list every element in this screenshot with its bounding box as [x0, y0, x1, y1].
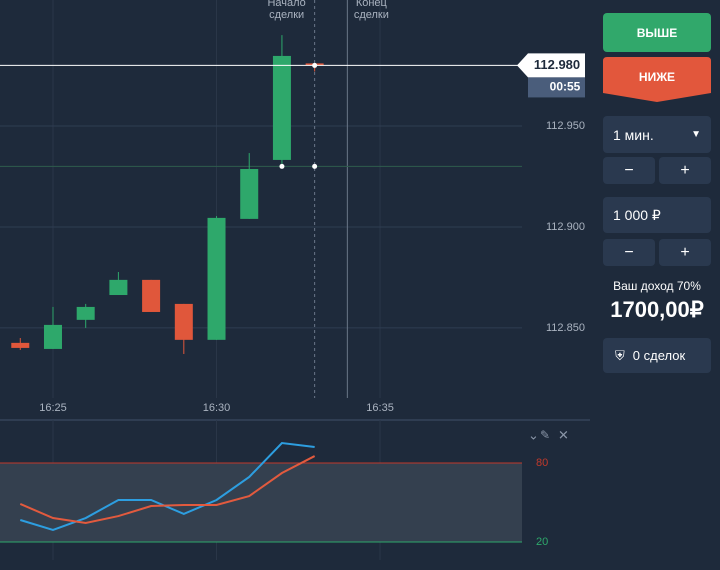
amount-minus[interactable]: −: [603, 239, 655, 266]
dropdown-arrow: ▼: [691, 129, 701, 140]
x-tick-label: 16:35: [366, 402, 394, 414]
annotation-line: сделки: [354, 9, 389, 21]
price-tag: [517, 53, 585, 78]
income-label: Ваш доход 70%: [613, 279, 701, 293]
plot-area: [0, 0, 522, 398]
candle-body: [240, 169, 259, 219]
close-icon[interactable]: ✕: [558, 427, 569, 442]
duration-minus[interactable]: −: [603, 157, 655, 184]
annotation-line: Начало: [267, 0, 305, 9]
x-tick-label: 16:25: [39, 402, 67, 414]
band: [0, 463, 522, 542]
edit-icon[interactable]: ✎: [540, 428, 550, 442]
annotation: Начало сделки: [267, 0, 305, 21]
amount-plus[interactable]: +: [659, 239, 711, 266]
x-tick-label: 16:30: [203, 402, 231, 414]
shield-icon: ⛨: [615, 347, 625, 363]
duration-plus[interactable]: +: [659, 157, 711, 184]
timer: 00:55: [550, 80, 581, 94]
y-tick-label: 112.900: [546, 221, 585, 233]
collapse-icon[interactable]: ⌄: [528, 427, 539, 442]
y-tick-label: 80: [536, 457, 548, 469]
candle-body: [174, 303, 193, 340]
y-tick-label: 20: [536, 536, 548, 548]
annotation: Конец сделки: [354, 0, 389, 21]
oscillator-line: [19, 441, 315, 532]
candle-body: [207, 217, 226, 340]
down-button-bg[interactable]: [603, 57, 711, 102]
up-button[interactable]: ВЫШЕ: [603, 13, 711, 52]
candle-body: [142, 279, 161, 312]
income-value: 1700,00₽: [610, 297, 704, 322]
down-button[interactable]: НИЖЕ: [638, 70, 676, 84]
annotation-line: Конец: [356, 0, 388, 9]
price-marker: [312, 62, 318, 68]
candle-body: [109, 279, 128, 296]
chart: ⌄ ✎ ✕ 16:25 16:30 16:35 112.850 112.900 112.9…: [0, 0, 590, 560]
deals: 0 сделок: [632, 348, 686, 363]
down-button-shape[interactable]: [603, 57, 711, 102]
amount-input[interactable]: 1 000 ₽: [603, 197, 711, 233]
candle-body: [11, 342, 30, 348]
duration-select[interactable]: 1 мин. ▼: [603, 116, 711, 153]
duration: 1 мин.: [613, 126, 654, 143]
price-label: 112.980: [534, 57, 580, 72]
candle-body: [43, 324, 62, 349]
candle-body: [272, 55, 291, 160]
deals-button[interactable]: ⛨ 0 сделок: [603, 338, 711, 373]
oscillator-line: [19, 455, 316, 525]
entry-marker: [279, 163, 285, 169]
entry-marker: [312, 163, 318, 169]
annotation-line: сделки: [269, 9, 304, 21]
timer-bg: [528, 77, 585, 98]
y-tick-label: 112.850: [546, 322, 585, 334]
y-tick-label: 112.950: [546, 120, 585, 132]
candle-body: [76, 306, 95, 320]
